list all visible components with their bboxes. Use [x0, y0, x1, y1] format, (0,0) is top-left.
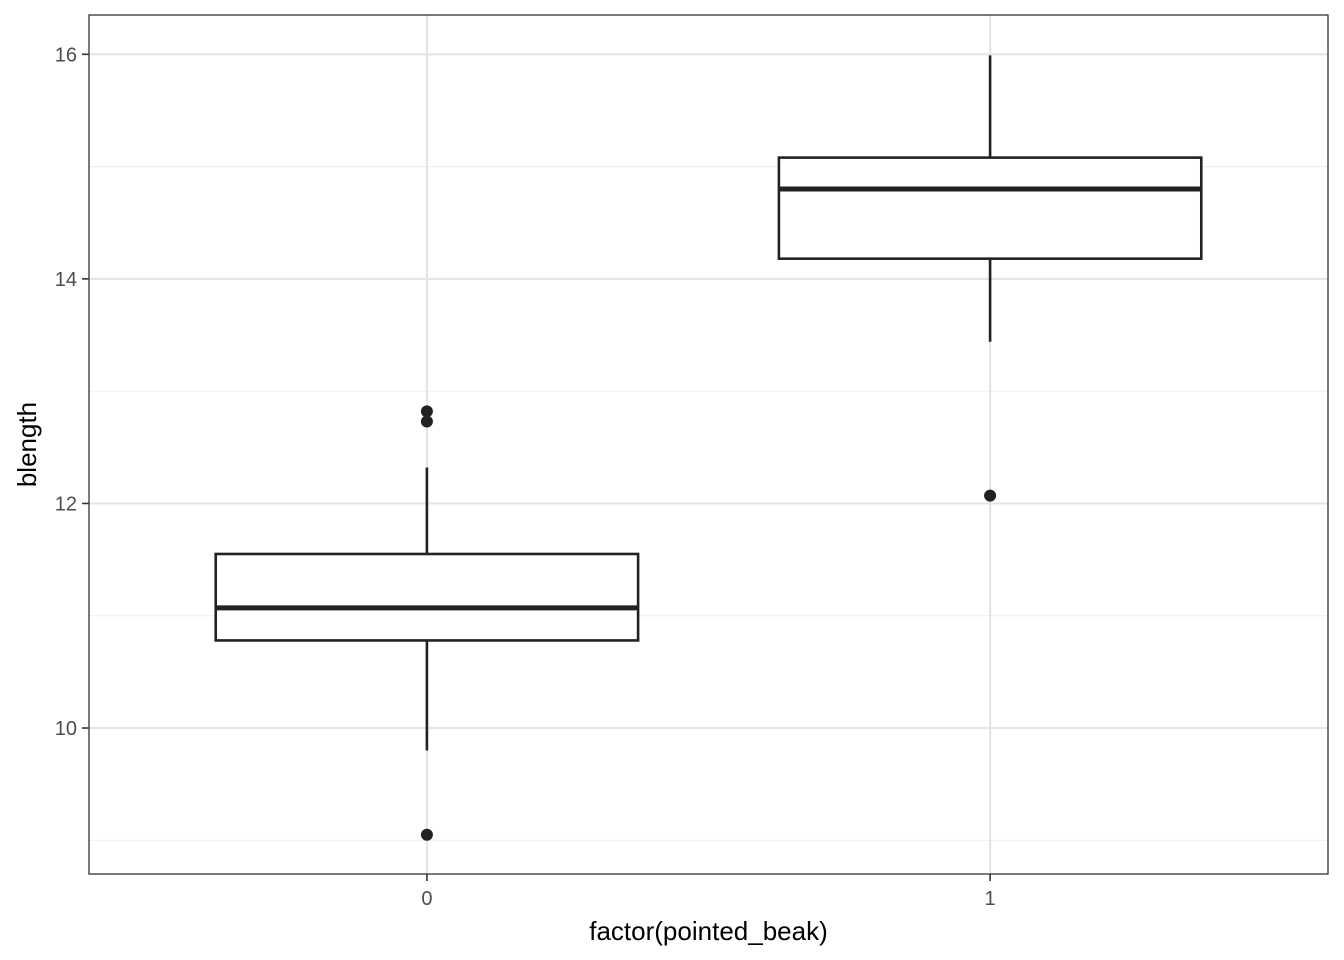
- y-tick-label: 12: [55, 493, 77, 515]
- axes: 10 12 14 16 0 1: [55, 44, 996, 910]
- boxes: [214, 55, 1203, 841]
- box-iqr: [214, 552, 640, 642]
- outlier-point: [420, 828, 433, 841]
- outlier-point: [420, 415, 433, 428]
- grid-lines: [89, 15, 1328, 874]
- x-tick-label: 0: [421, 888, 432, 910]
- y-tick-label: 14: [55, 269, 77, 291]
- y-axis-title: blength: [12, 402, 42, 487]
- x-tick-label: 1: [985, 888, 996, 910]
- outlier-point: [984, 489, 997, 502]
- box-0: [214, 405, 640, 841]
- outlier-point: [420, 405, 433, 418]
- box-1: [777, 55, 1203, 502]
- box-iqr: [777, 156, 1203, 260]
- panel-border: [88, 14, 1329, 875]
- x-axis-title: factor(pointed_beak): [589, 916, 827, 946]
- y-tick-label: 10: [55, 718, 77, 740]
- y-tick-label: 16: [55, 44, 77, 66]
